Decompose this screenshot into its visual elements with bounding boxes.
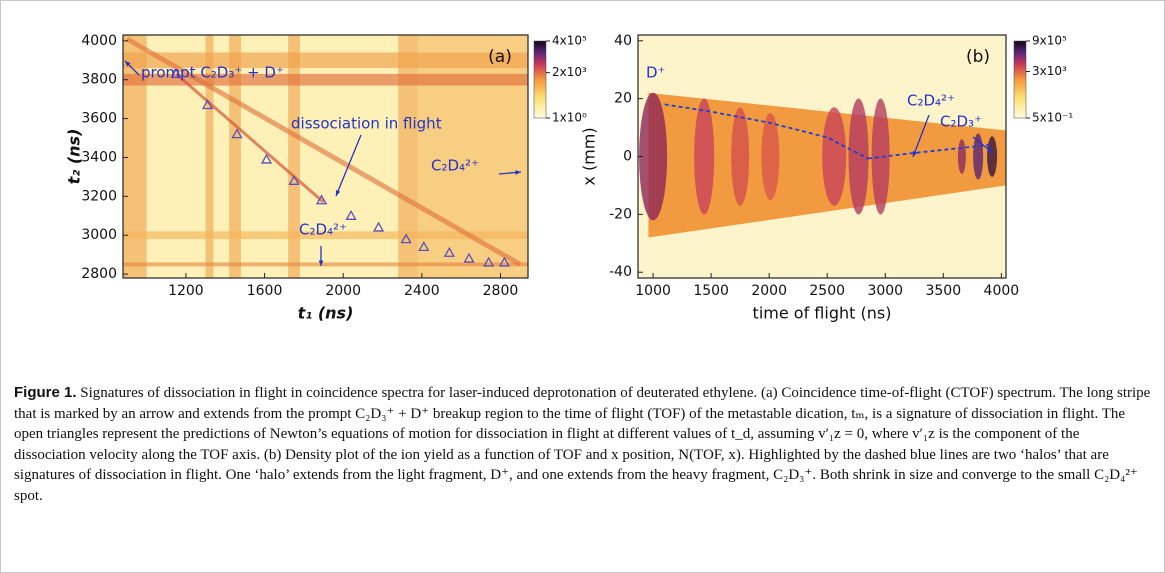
arrow-head [515,170,521,175]
arrow-head [987,147,993,153]
colorbar-tick-label: 1x10⁰ [552,111,587,125]
triangle-marker [315,194,328,205]
x-tick-label: 4000 [984,283,1020,299]
heatmap-spot [957,139,966,174]
caption-text: Signatures of dissociation in flight in … [14,385,1151,504]
caption: Figure 1. Signatures of dissociation in … [14,383,1154,506]
y-tick-label: -20 [609,206,632,222]
colorbar-tick-label: 2x10³ [552,65,587,79]
heatmap [638,35,1006,278]
arrow-head [125,61,131,67]
heatmap-spot [731,107,750,206]
heatmap [123,35,528,278]
annotation: C₂D₄²⁺ [299,221,347,239]
halo-line [664,103,869,160]
annotation: prompt C₂D₃⁺ + D⁺ [141,64,284,82]
heatmap-stripe [175,72,325,204]
y-tick-label: 20 [614,91,632,107]
arrow-head [318,260,324,266]
heatmap-band [123,262,528,267]
y-tick-label: 0 [623,149,632,165]
y-axis-label: t₂ (ns) [65,129,84,185]
heatmap-band [123,231,528,240]
x-tick-label: 1000 [635,283,671,299]
x-tick-label: 1600 [247,283,283,299]
triangle-marker [170,68,182,79]
heatmap-spot [973,133,984,180]
colorbar-tick-label: 4x10⁵ [552,34,587,48]
x-axis-label: t₁ (ns) [298,304,354,323]
caption-label: Figure 1. [14,384,77,401]
triangle-marker [483,256,495,267]
colorbar-tick-label: 5x10⁻¹ [1032,111,1073,125]
heatmap-band [288,35,300,278]
arrow-head [335,190,341,196]
heatmap-band [229,35,241,278]
x-axis-label: time of flight (ns) [753,304,892,323]
heatmap-band [123,35,147,278]
y-axis-label: x (mm) [580,127,599,185]
heatmap-spot [848,98,869,215]
triangle-marker [288,174,300,185]
triangle-marker [418,241,430,252]
y-tick-label: 3400 [81,149,117,165]
halo-line [867,144,990,160]
heatmap-band [398,35,418,278]
x-tick-label: 1200 [168,283,204,299]
heatmap-spot [761,113,780,200]
panel-label: (b) [966,47,990,67]
annotation: D⁺ [646,64,665,82]
triangle-marker [260,153,273,164]
annotation-arrow [912,114,930,158]
y-tick-label: 3800 [81,72,117,88]
heatmap-spot [822,107,847,206]
annotation: C₂D₄²⁺ [907,92,955,110]
x-tick-label: 2000 [751,283,787,299]
triangle-marker [443,246,455,257]
annotation: C₂D₃⁺ [940,113,982,131]
colorbar-tick-label: 9x10⁵ [1032,34,1067,48]
x-tick-label: 2500 [809,283,845,299]
triangle-marker [201,99,214,110]
triangle-marker [345,209,357,220]
heatmap-stripe [125,36,522,267]
x-tick-label: 2800 [483,283,519,299]
x-tick-label: 3500 [925,283,961,299]
y-tick-label: 4000 [81,33,117,49]
x-tick-label: 1500 [693,283,729,299]
annotation: C₂D₄²⁺ [431,157,479,175]
panel-label: (a) [488,47,512,67]
x-tick-label: 2400 [404,283,440,299]
y-tick-label: 3600 [81,111,117,127]
y-tick-label: 2800 [81,266,117,282]
figure: 1200 1600 2000 2400 2800 2800 3000 3200 3400 3600… [65,33,1074,323]
heatmap-spot [639,92,668,221]
x-tick-label: 2000 [325,283,361,299]
heatmap-band [205,35,214,278]
plot-frame [122,34,529,279]
heatmap-band [123,73,528,86]
heatmap-band [123,52,528,69]
triangle-marker [400,233,412,244]
heatmap-spot [694,98,715,215]
annotation: dissociation in flight [291,115,442,133]
colorbar-tick-label: 3x10³ [1032,64,1067,78]
y-tick-label: -40 [609,264,632,280]
y-tick-label: 40 [614,33,632,49]
annotation-arrow [335,134,362,197]
heatmap-spot [987,136,998,177]
arrow-head [912,151,918,157]
triangle-marker [372,221,385,232]
triangle-marker [498,256,511,267]
x-tick-label: 3000 [867,283,903,299]
heatmap-spot [871,98,890,215]
y-tick-label: 3200 [81,188,117,204]
y-tick-label: 3000 [81,227,117,243]
colorbar [1013,40,1027,119]
triangle-marker [231,128,243,139]
colorbar [533,40,547,119]
triangle-marker [463,252,475,263]
